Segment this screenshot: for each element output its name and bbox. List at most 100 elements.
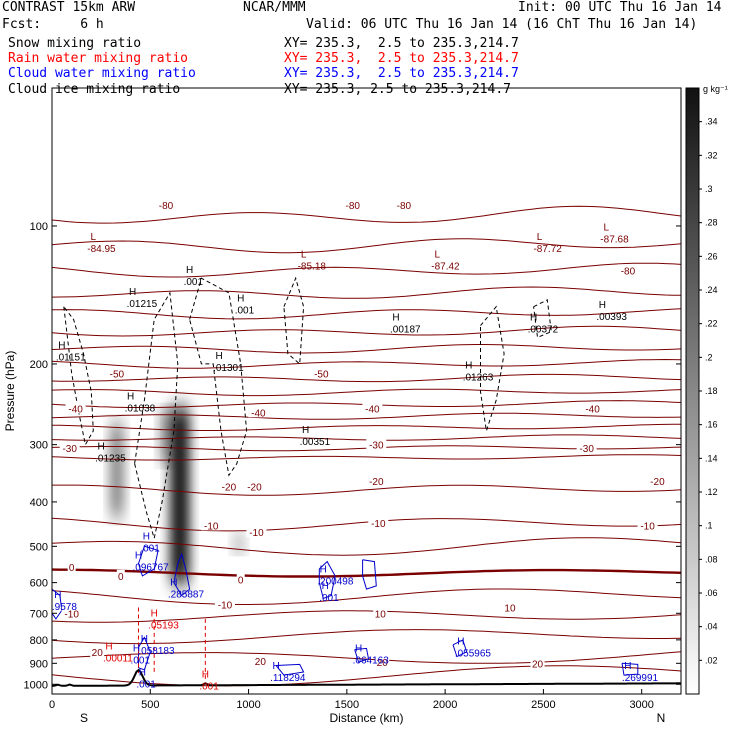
isotherm-label: -10 — [64, 609, 79, 620]
cloud-water-contour — [362, 559, 377, 590]
isotherm-line — [51, 262, 682, 278]
extremum-value: -85.18 — [298, 261, 327, 272]
extremum-marker: H — [272, 661, 279, 672]
isotherm-line — [51, 454, 682, 461]
legend-cloud-water-xy: XY= 235.3, 2.5 to 235.3,214.7 — [284, 66, 519, 81]
colorbar-tick-label: .22 — [705, 319, 718, 329]
extremum-value: .001 — [235, 306, 255, 317]
extremum-marker: H — [215, 351, 222, 362]
isotherm-line — [51, 205, 682, 224]
ice-contour — [189, 277, 248, 477]
extremum-marker: L — [301, 249, 307, 260]
isotherm-line — [51, 373, 682, 383]
isotherm-label: -80 — [621, 266, 636, 277]
fcst-text: Fcst: 6 h — [2, 17, 104, 32]
x-tick-label: 2500 — [531, 699, 555, 711]
y-tick-label: 200 — [30, 359, 48, 371]
extremum-value: .058183 — [138, 646, 175, 657]
y-tick-label: 100 — [30, 221, 48, 233]
colorbar-tick-label: .02 — [705, 655, 718, 665]
terrain-line — [51, 668, 681, 687]
snow-shading — [159, 408, 173, 464]
y-tick-label: 400 — [30, 497, 48, 509]
isotherm-label-bg — [311, 367, 332, 379]
isotherm-line — [51, 412, 682, 420]
isotherm-line — [51, 517, 682, 532]
extremum-value: .01235 — [95, 453, 126, 464]
ice-contour — [480, 305, 505, 432]
colorbar — [685, 87, 700, 695]
y-tick-label: 600 — [30, 578, 48, 590]
colorbar-tick-label: .1 — [705, 521, 713, 531]
isotherm-label: 0 — [238, 575, 244, 586]
extremum-value: .00351 — [300, 437, 331, 448]
extremum-marker: H — [355, 644, 362, 655]
x-tick-label: 1000 — [236, 699, 260, 711]
isotherm-label-bg — [59, 441, 80, 453]
extremum-value: .285887 — [168, 590, 205, 601]
x-tick-label: 0 — [49, 699, 55, 711]
extremum-marker: H — [54, 590, 61, 601]
isotherm-label: 0 — [118, 572, 124, 583]
extremum-marker: H — [143, 531, 150, 542]
extremum-marker: H — [186, 265, 193, 276]
extremum-marker: H — [127, 391, 134, 402]
isotherm-label-bg — [576, 441, 597, 453]
cloud-water-contour — [275, 663, 305, 676]
north-label: N — [657, 711, 666, 725]
extremum-marker: H — [151, 609, 158, 620]
isotherm-label-bg — [253, 655, 268, 667]
legend-snow: Snow mixing ratio — [8, 36, 142, 51]
ice-contour — [283, 276, 305, 365]
extremum-marker: H — [98, 441, 105, 452]
isotherm-label-bg — [67, 561, 76, 573]
extremum-marker: L — [90, 232, 96, 243]
extremum-value: .00011 — [103, 653, 133, 664]
colorbar-units: g kg⁻¹ — [703, 84, 728, 94]
extremum-marker: L — [604, 223, 610, 234]
plot-frame — [51, 87, 682, 695]
extremum-value: -84.95 — [87, 244, 116, 255]
legend-cloud-ice-xy: XY= 235.3, 2.5 to 235.3,214.7 — [284, 82, 511, 97]
extremum-value: .05193 — [148, 621, 179, 632]
y-tick-label: 700 — [30, 608, 48, 620]
colorbar-tick-label: .18 — [705, 386, 718, 396]
isotherm-label-bg — [156, 198, 177, 210]
colorbar-tick-label: .12 — [705, 487, 718, 497]
isotherm-label-bg — [218, 480, 239, 492]
isotherm-label-bg — [65, 402, 86, 414]
isotherm-line — [51, 238, 682, 254]
colorbar-tick-label: .04 — [705, 622, 718, 632]
isotherm-label-bg — [116, 569, 125, 581]
extremum-value: .200498 — [317, 577, 354, 588]
cloud-water-contour — [354, 647, 370, 663]
isotherm-line — [52, 484, 682, 496]
extremum-value: .01301 — [213, 363, 244, 374]
extremum-marker: L — [434, 249, 440, 260]
center-text: NCAR/MMM — [243, 0, 306, 15]
isotherm-line — [51, 665, 682, 687]
isotherm-label: 20 — [532, 659, 544, 670]
isotherm-label-bg — [366, 438, 387, 450]
extremum-value: .9578 — [52, 602, 77, 613]
colorbar-tick-label: .06 — [705, 588, 718, 598]
extremum-value: .01263 — [463, 373, 494, 384]
title-text: CONTRAST 15km ARW — [2, 0, 136, 15]
extremum-value: .001 — [131, 656, 151, 667]
extremum-value: -87.42 — [431, 261, 460, 272]
isotherm-line — [51, 308, 682, 320]
extremum-marker: H — [457, 637, 464, 648]
isotherm-line — [51, 388, 682, 397]
isotherm-label: -10 — [371, 519, 386, 530]
extremum-value: .01151 — [56, 353, 86, 364]
ice-contour — [533, 299, 552, 339]
isotherm-line — [51, 423, 682, 431]
isotherm-line — [51, 344, 682, 354]
colorbar-tick-label: .16 — [705, 420, 718, 430]
extremum-value: .001 — [319, 593, 339, 604]
extremum-value: .269991 — [622, 673, 659, 684]
snow-shading — [110, 423, 124, 517]
extremum-marker: H — [302, 425, 309, 436]
isotherm-label: -30 — [62, 444, 77, 455]
extremum-marker: H — [133, 644, 140, 655]
